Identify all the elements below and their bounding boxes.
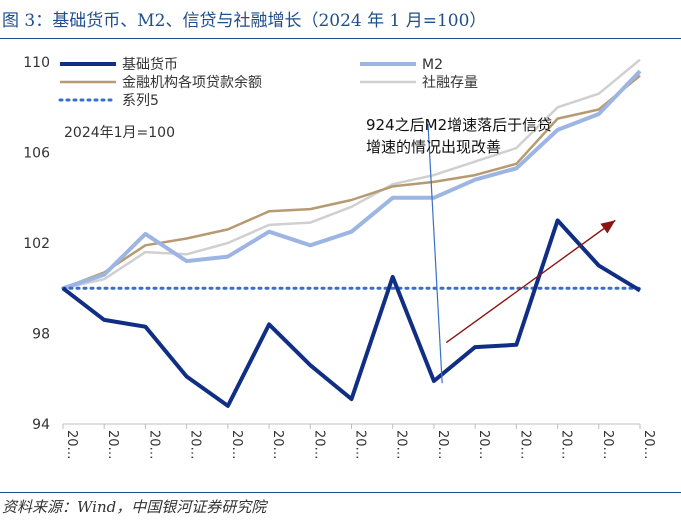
source-note: 资料来源：Wind，中国银河证券研究院 xyxy=(2,498,267,516)
x-tick-label: 20… xyxy=(105,430,120,460)
title-rule xyxy=(0,38,681,39)
y-tick-label: 102 xyxy=(23,236,50,252)
series-line-1 xyxy=(62,69,642,291)
x-tick-label: 20… xyxy=(435,430,450,460)
y-tick-label: 98 xyxy=(32,327,50,343)
legend-item: 金融机构各项贷款余额 xyxy=(60,74,262,91)
legend-label: 社融存量 xyxy=(422,75,478,91)
chart-series xyxy=(61,58,642,408)
legend-item: 基础货币 xyxy=(60,56,178,73)
trend-arrow-head xyxy=(600,220,616,234)
x-tick-label: 20… xyxy=(517,430,532,460)
x-tick-label: 20… xyxy=(476,430,491,460)
legend-label: 金融机构各项贷款余额 xyxy=(122,74,262,91)
x-tick-label: 20… xyxy=(641,430,656,460)
trend-arrow-line xyxy=(445,219,616,344)
legend-item: 社融存量 xyxy=(360,75,478,91)
x-tick-label: 20… xyxy=(188,430,203,460)
inner-label: 2024年1月=100 xyxy=(64,125,175,141)
y-tick-label: 106 xyxy=(23,146,50,162)
chart-axes: 94 98 102 106 110 20… 20… 20… 20… 20… 20… 20… 20… 20…… xyxy=(23,55,656,460)
series-line-0 xyxy=(61,218,642,408)
y-tick-label: 94 xyxy=(32,417,50,433)
legend-label: M2 xyxy=(422,57,443,73)
legend-label: 基础货币 xyxy=(122,56,178,73)
series-line-3 xyxy=(62,58,641,290)
x-tick-label: 20… xyxy=(353,430,368,460)
callout-text: 924之后M2增速落后于信贷 xyxy=(366,116,552,134)
legend-label: 系列5 xyxy=(122,93,159,109)
x-tick-label: 20… xyxy=(146,430,161,460)
x-tick-label: 20… xyxy=(64,430,79,460)
x-tick-label: 20… xyxy=(229,430,244,460)
x-tick-label: 20… xyxy=(311,430,326,460)
source-rule xyxy=(0,492,681,493)
figure-title: 图 3：基础货币、M2、信贷与社融增长（2024 年 1 月=100） xyxy=(2,11,487,31)
x-tick-label: 20… xyxy=(600,430,615,460)
x-tick-label: 20… xyxy=(559,430,574,460)
x-tick-label: 20… xyxy=(270,430,285,460)
legend-item: M2 xyxy=(360,57,443,73)
legend-item: 系列5 xyxy=(58,93,159,109)
callout-line xyxy=(427,123,443,384)
callout-text: 增速的情况出现改善 xyxy=(366,138,501,156)
x-tick-label: 20… xyxy=(394,430,409,460)
y-tick-label: 110 xyxy=(23,55,50,71)
